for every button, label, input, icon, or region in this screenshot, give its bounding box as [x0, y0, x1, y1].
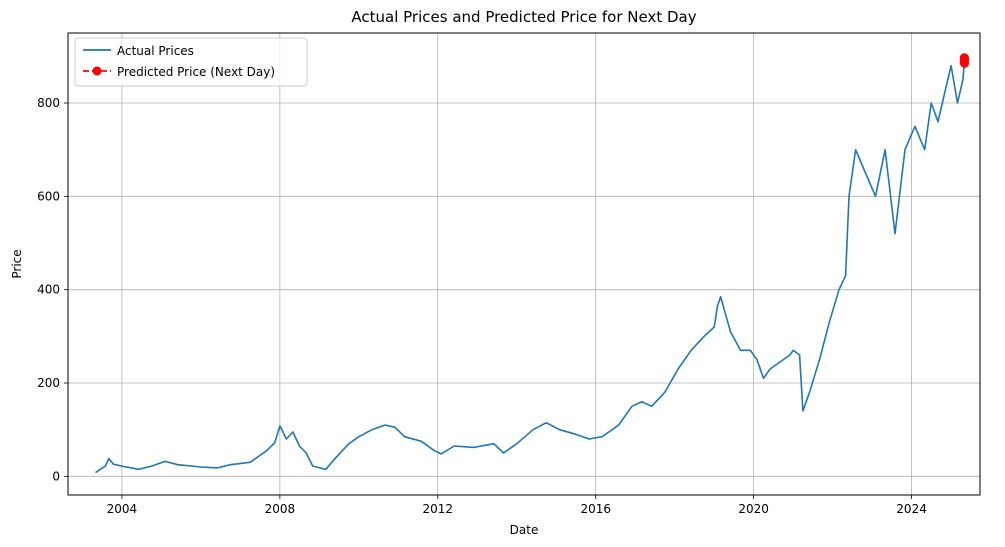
plot-frame	[67, 32, 981, 496]
y-tick-label: 800	[37, 96, 60, 110]
x-tick-label: 2004	[107, 502, 138, 516]
legend-marker-predicted-price	[92, 66, 102, 76]
legend-label-predicted-price: Predicted Price (Next Day)	[117, 65, 275, 79]
legend-label-actual-prices: Actual Prices	[117, 44, 194, 58]
y-tick-label: 0	[52, 469, 60, 483]
x-tick-label: 2012	[423, 502, 454, 516]
x-tick-label: 2024	[896, 502, 927, 516]
y-tick-label: 600	[37, 189, 60, 203]
y-tick-label: 200	[37, 376, 60, 390]
legend-box	[74, 37, 308, 87]
chart-title: Actual Prices and Predicted Price for Ne…	[351, 8, 696, 26]
legend: Actual Prices Predicted Price (Next Day)	[74, 37, 308, 87]
x-tick-label: 2008	[265, 502, 296, 516]
predicted-price-marker	[960, 54, 970, 64]
x-axis-label: Date	[510, 523, 539, 537]
y-tick-label: 400	[37, 283, 60, 297]
x-tick-label: 2016	[580, 502, 611, 516]
y-axis-label: Price	[10, 249, 24, 278]
x-tick-label: 2020	[738, 502, 769, 516]
series-line-actual-prices	[95, 60, 966, 474]
